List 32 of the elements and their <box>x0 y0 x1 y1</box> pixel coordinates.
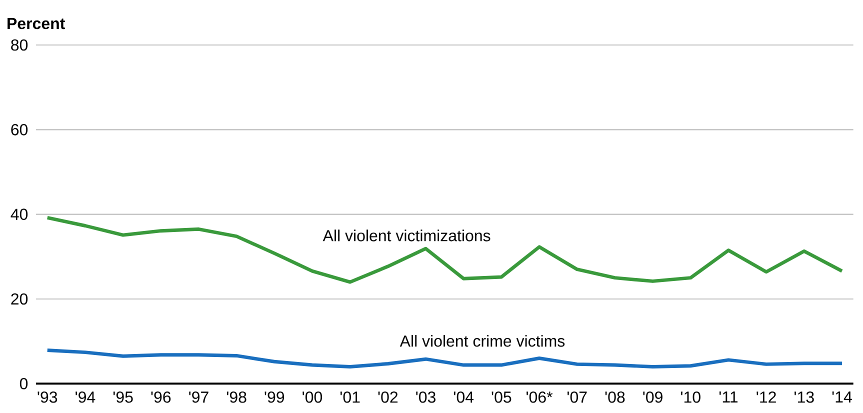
x-tick-label: '05 <box>492 391 512 403</box>
x-tick-label: '02 <box>378 391 398 403</box>
series-label: All violent crime victims <box>400 335 565 347</box>
y-tick-label: 80 <box>11 39 28 51</box>
x-tick-label: '01 <box>340 391 360 403</box>
x-tick-label: '97 <box>189 391 208 403</box>
x-tick-label: '08 <box>605 391 625 403</box>
x-tick-label: '95 <box>113 391 133 403</box>
x-tick-label: '06* <box>526 391 553 403</box>
x-tick-label: '94 <box>76 391 96 403</box>
x-tick-label: '11 <box>719 391 738 402</box>
series-label: All violent victimizations <box>322 230 490 242</box>
y-axis-title: Percent <box>8 18 65 30</box>
x-tick-label: '98 <box>226 391 246 403</box>
x-tick-label: '09 <box>643 391 662 403</box>
y-tick-label: 0 <box>20 378 28 390</box>
x-tick-label: '07 <box>568 391 587 403</box>
x-tick-label: '03 <box>416 391 436 403</box>
y-tick-label: 20 <box>11 293 28 305</box>
x-tick-label: '00 <box>302 391 322 403</box>
x-tick-label: '14 <box>832 391 852 402</box>
x-tick-label: '96 <box>151 391 171 403</box>
line-series <box>46 216 844 284</box>
x-tick-label: '10 <box>681 391 700 403</box>
y-tick-label: 60 <box>11 124 28 136</box>
x-tick-label: '12 <box>756 391 776 403</box>
x-tick-label: '04 <box>454 391 474 403</box>
y-tick-label: 40 <box>10 208 28 220</box>
x-tick-label: '99 <box>264 391 284 403</box>
x-tick-label: '13 <box>794 391 814 403</box>
x-tick-label: '93 <box>38 391 58 403</box>
line-series <box>46 348 844 368</box>
